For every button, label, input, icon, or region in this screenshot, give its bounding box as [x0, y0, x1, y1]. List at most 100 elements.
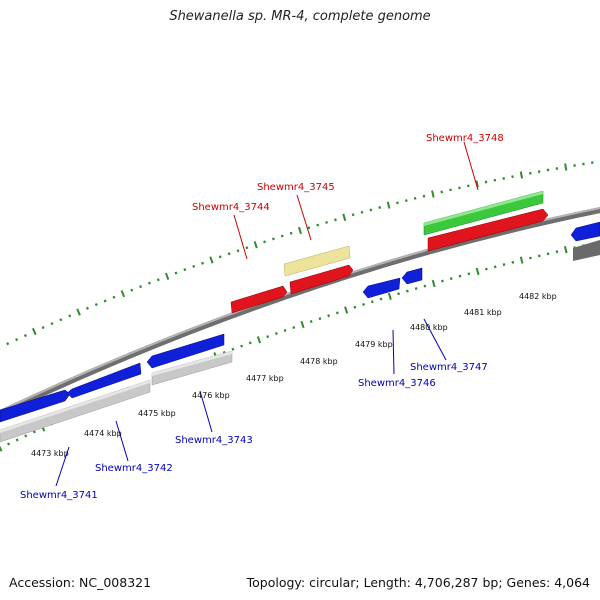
- scale-tick: [31, 327, 37, 336]
- scale-tick: [360, 210, 364, 214]
- scale-tick: [475, 267, 480, 276]
- scale-tick: [32, 430, 36, 434]
- scale-tick: [15, 338, 19, 342]
- gene-feature[interactable]: [401, 267, 423, 285]
- scale-tick: [309, 320, 313, 324]
- gene-feature[interactable]: [66, 362, 142, 399]
- outer-tick-track: [0, 160, 600, 349]
- scale-tick: [272, 237, 275, 241]
- scale-tick: [274, 332, 278, 336]
- gene-label-shewmr4-3745[interactable]: Shewmr4_3745: [257, 182, 335, 193]
- scale-tick: [289, 231, 293, 235]
- gene-feature[interactable]: [146, 333, 225, 369]
- ruler-label: 4473 kbp: [31, 449, 69, 458]
- scale-tick: [15, 438, 19, 442]
- ruler-label: 4476 kbp: [192, 391, 230, 400]
- gene-label-shewmr4-3743[interactable]: Shewmr4_3743: [175, 435, 253, 446]
- scale-tick: [485, 267, 488, 271]
- scale-tick: [120, 290, 126, 298]
- scale-tick: [316, 223, 320, 227]
- scale-tick: [164, 272, 170, 280]
- scale-tick: [192, 264, 196, 268]
- scale-tick: [201, 261, 205, 265]
- scale-tick: [537, 254, 541, 258]
- scale-tick: [24, 434, 28, 438]
- scale-tick: [458, 186, 461, 190]
- scale-tick: [502, 263, 506, 267]
- scale-tick: [404, 199, 408, 203]
- gene-label-shewmr4-3744[interactable]: Shewmr4_3744: [192, 202, 270, 213]
- gene-label-shewmr4-3747[interactable]: Shewmr4_3747: [410, 362, 488, 373]
- scale-tick: [231, 347, 235, 351]
- scale-tick: [94, 303, 98, 307]
- accession-text: Accession: NC_008321: [9, 575, 152, 590]
- scale-tick: [378, 206, 382, 209]
- scale-tick: [405, 289, 409, 293]
- gene-labels: Shewmr4_3744 Shewmr4_3745 Shewmr4_3748 S…: [20, 133, 504, 501]
- scale-tick: [431, 279, 436, 288]
- gene-feature[interactable]: [573, 240, 600, 261]
- scale-tick: [413, 196, 417, 200]
- scale-tick: [466, 184, 470, 188]
- scale-tick: [103, 299, 107, 303]
- gene-feature[interactable]: [570, 221, 600, 242]
- scale-tick: [23, 333, 27, 338]
- gene-feature[interactable]: [230, 285, 288, 314]
- scale-tick: [7, 442, 11, 446]
- scale-tick: [41, 326, 45, 330]
- gene-feature[interactable]: [289, 264, 354, 295]
- scale-tick: [475, 180, 479, 188]
- ruler-label: 4475 kbp: [138, 409, 176, 418]
- scale-tick: [227, 252, 231, 256]
- scale-tick: [50, 322, 54, 326]
- ruler-label: 4480 kbp: [410, 323, 448, 332]
- scale-tick: [263, 240, 266, 244]
- scale-tick: [386, 201, 391, 209]
- gene-label-shewmr4-3742[interactable]: Shewmr4_3742: [95, 463, 173, 474]
- scale-tick: [147, 281, 151, 285]
- scale-tick: [519, 171, 524, 179]
- scale-tick: [68, 314, 72, 318]
- scale-tick: [449, 277, 453, 281]
- scale-tick: [318, 317, 322, 321]
- scale-tick: [414, 287, 418, 291]
- scale-tick: [335, 311, 339, 315]
- scale-tick: [423, 284, 427, 288]
- gene-feature[interactable]: [0, 389, 71, 423]
- scale-tick: [300, 320, 305, 329]
- genome-summary-text: Topology: circular; Length: 4,706,287 bp…: [246, 575, 590, 590]
- scale-tick: [441, 279, 444, 283]
- scale-tick: [292, 325, 296, 329]
- scale-tick: [397, 292, 401, 296]
- gene-features: [0, 190, 600, 443]
- scale-tick: [387, 292, 392, 301]
- gene-label-shewmr4-3746[interactable]: Shewmr4_3746: [358, 378, 436, 389]
- scale-tick: [283, 329, 287, 333]
- ruler-label: 4478 kbp: [300, 357, 338, 366]
- gene-feature[interactable]: [427, 208, 549, 252]
- scale-tick: [174, 271, 178, 275]
- scale-tick: [327, 314, 331, 318]
- scale-tick: [334, 218, 337, 222]
- gene-label-shewmr4-3741[interactable]: Shewmr4_3741: [20, 490, 98, 501]
- scale-tick: [218, 255, 222, 259]
- gene-label-shewmr4-3748[interactable]: Shewmr4_3748: [426, 133, 504, 144]
- scale-tick: [6, 342, 10, 346]
- scale-tick: [256, 336, 262, 344]
- scale-tick: [564, 163, 568, 171]
- scale-tick: [236, 249, 240, 253]
- ruler-label: 4477 kbp: [246, 374, 284, 383]
- scale-tick: [130, 288, 134, 292]
- scale-tick: [76, 308, 81, 316]
- scale-tick: [307, 226, 311, 230]
- ruler-label: 4482 kbp: [519, 292, 557, 301]
- gene-feature[interactable]: [362, 277, 401, 299]
- scale-tick: [555, 250, 559, 254]
- ruler-label: 4479 kbp: [355, 340, 393, 349]
- gene-feature[interactable]: [283, 245, 351, 277]
- ruler-label: 4481 kbp: [464, 308, 502, 317]
- genome-backbone: [0, 206, 600, 417]
- scale-tick: [362, 303, 366, 306]
